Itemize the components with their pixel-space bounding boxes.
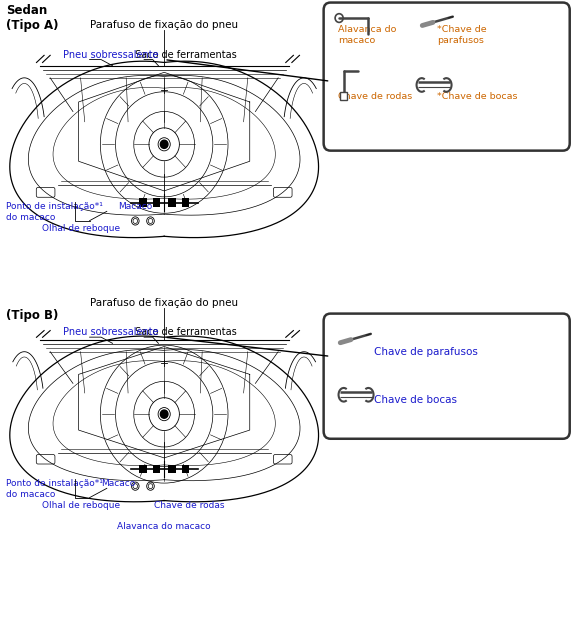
- Text: Macaco: Macaco: [118, 202, 152, 211]
- Text: Chave de parafusos: Chave de parafusos: [374, 347, 477, 357]
- FancyBboxPatch shape: [324, 314, 570, 439]
- Text: Olhal de reboque: Olhal de reboque: [42, 501, 120, 510]
- Text: Ponto de instalação*¹
do macaco: Ponto de instalação*¹ do macaco: [6, 479, 104, 499]
- Bar: [153, 465, 160, 473]
- Bar: [153, 199, 160, 207]
- FancyBboxPatch shape: [274, 188, 292, 197]
- Text: Sedan
(Tipo A): Sedan (Tipo A): [6, 4, 59, 32]
- Text: Olhal de reboque: Olhal de reboque: [42, 224, 120, 233]
- Bar: [168, 199, 175, 207]
- Bar: [340, 93, 347, 100]
- Text: Pneu sobressalente: Pneu sobressalente: [63, 50, 158, 60]
- Text: (Tipo B): (Tipo B): [6, 309, 59, 322]
- Text: *Chave de bocas: *Chave de bocas: [436, 93, 517, 101]
- FancyBboxPatch shape: [36, 188, 55, 197]
- Bar: [168, 465, 175, 473]
- Text: Chave de rodas: Chave de rodas: [155, 501, 225, 510]
- Text: Ponto de instalação*¹
do macaco: Ponto de instalação*¹ do macaco: [6, 202, 104, 222]
- Bar: [139, 465, 147, 473]
- Text: Chave de rodas: Chave de rodas: [338, 93, 412, 101]
- Text: Chave de bocas: Chave de bocas: [374, 395, 457, 405]
- Text: Parafuso de fixação do pneu: Parafuso de fixação do pneu: [90, 298, 238, 308]
- FancyBboxPatch shape: [274, 455, 292, 464]
- Text: Macaco: Macaco: [101, 479, 135, 488]
- Circle shape: [160, 140, 168, 148]
- Text: Alavanca do
macaco: Alavanca do macaco: [338, 25, 396, 45]
- FancyBboxPatch shape: [36, 455, 55, 464]
- FancyBboxPatch shape: [324, 2, 570, 151]
- Text: Parafuso de fixação do pneu: Parafuso de fixação do pneu: [90, 20, 238, 30]
- Bar: [182, 465, 189, 473]
- Bar: [182, 199, 189, 207]
- Bar: [139, 199, 147, 207]
- Circle shape: [160, 410, 168, 418]
- Text: Alavanca do macaco: Alavanca do macaco: [117, 522, 210, 532]
- Text: *Chave de
parafusos: *Chave de parafusos: [436, 25, 486, 45]
- Text: Saco de ferramentas: Saco de ferramentas: [136, 327, 237, 337]
- Text: Saco de ferramentas: Saco de ferramentas: [136, 50, 237, 60]
- Text: Pneu sobressalente: Pneu sobressalente: [63, 327, 158, 337]
